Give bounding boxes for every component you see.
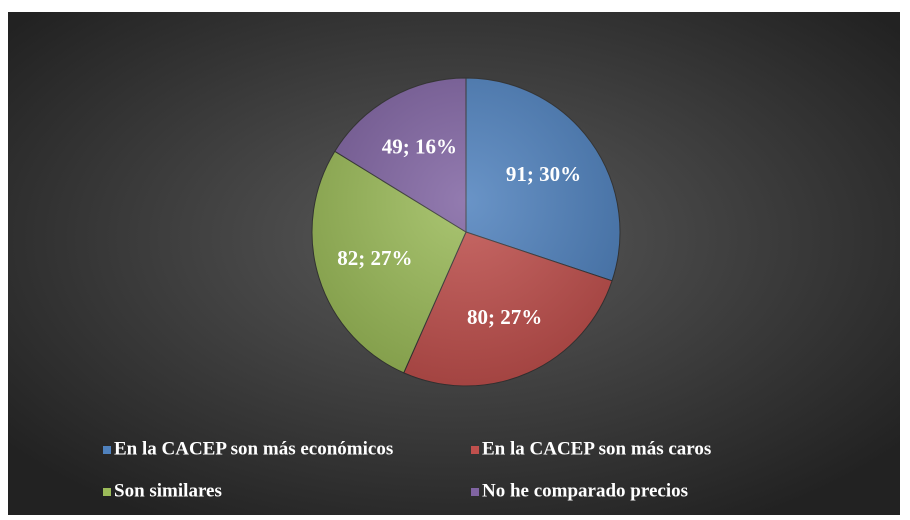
labels: 91; 30% 80; 27% 82; 27% 49; 16% xyxy=(337,134,581,329)
legend: En la CACEP son más económicos En la CACE… xyxy=(103,438,711,501)
legend-marker xyxy=(103,446,111,454)
legend-marker xyxy=(103,488,111,496)
pie xyxy=(311,77,621,387)
data-label: 91; 30% xyxy=(506,162,581,186)
data-label: 49; 16% xyxy=(382,134,457,158)
data-label: 80; 27% xyxy=(467,305,542,329)
legend-label: No he comparado precios xyxy=(482,480,688,501)
legend-marker xyxy=(471,488,479,496)
data-label: 82; 27% xyxy=(337,246,412,270)
legend-label: Son similares xyxy=(114,480,222,501)
legend-label: En la CACEP son más económicos xyxy=(114,438,393,459)
legend-marker xyxy=(471,446,479,454)
legend-label: En la CACEP son más caros xyxy=(482,438,711,459)
